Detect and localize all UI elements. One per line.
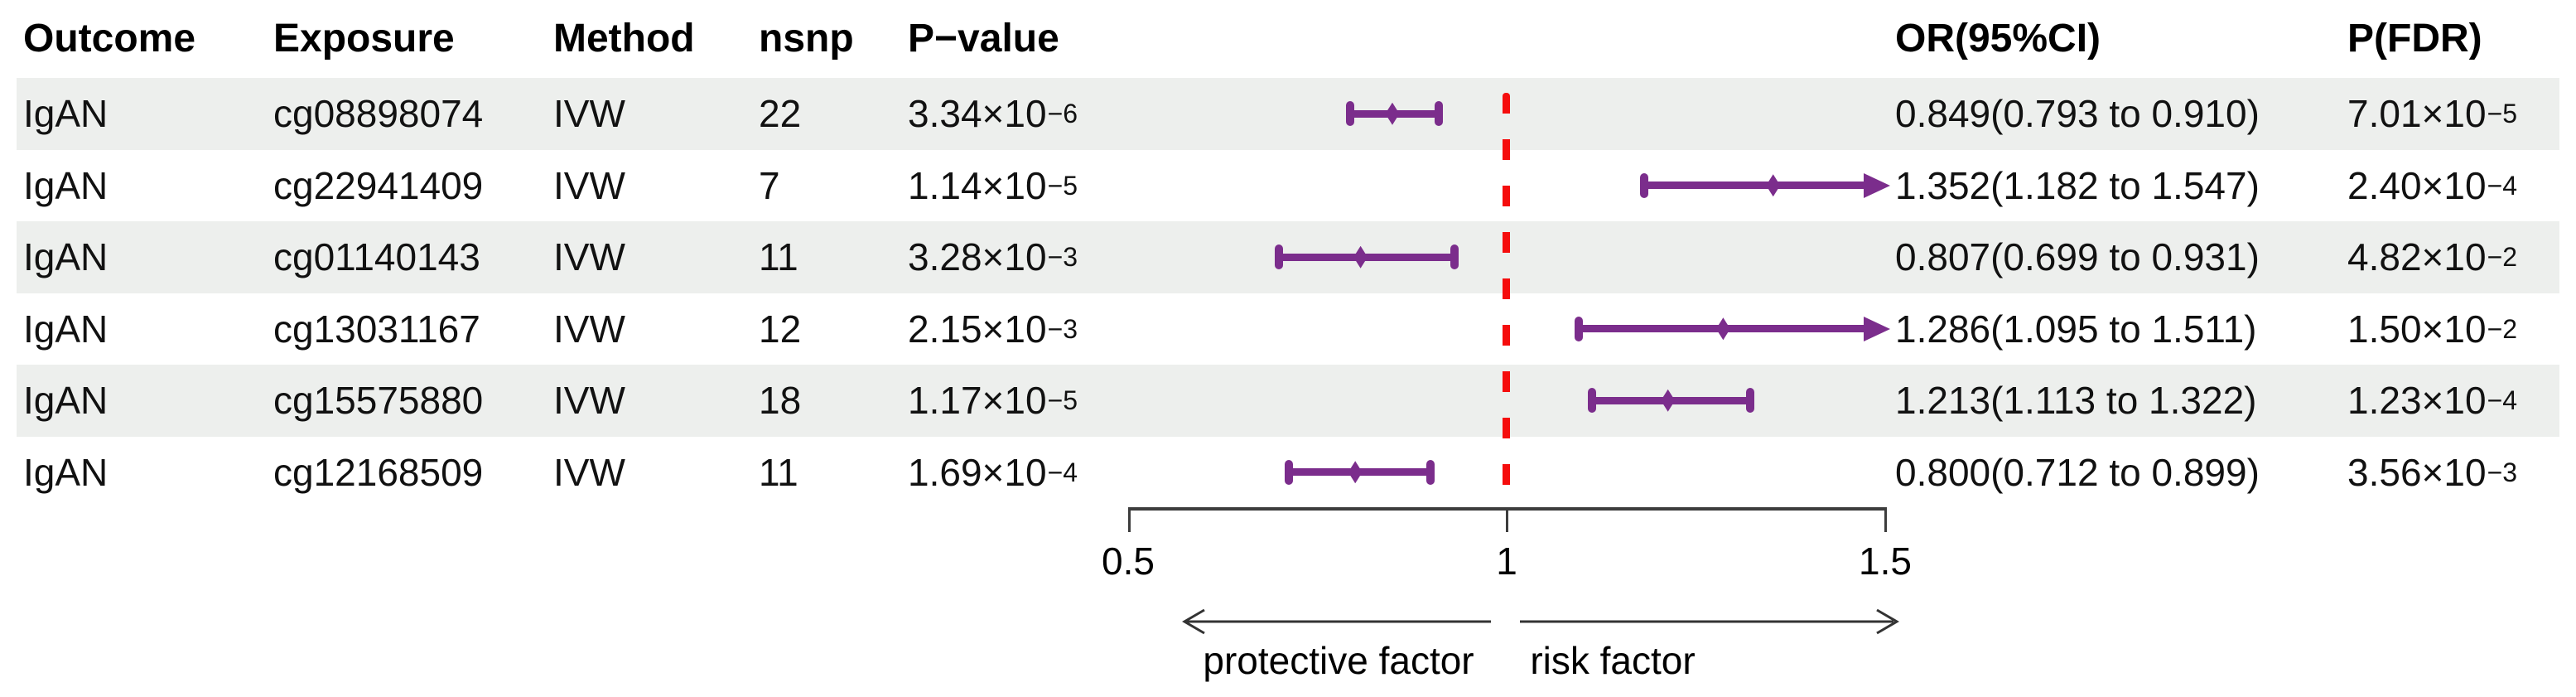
outcome-cell: IgAN xyxy=(23,379,109,423)
or-ci-cell: 1.352(1.182 to 1.547) xyxy=(1895,163,2260,207)
table-row: IgAN cg13031167 IVW 12 2.15×10 −3 1.286(1… xyxy=(17,293,2559,365)
pfdr-cell: 2.40×10 −4 xyxy=(2347,163,2518,207)
nsnp-cell: 11 xyxy=(759,235,798,279)
pfdr-base: 3.56×10 xyxy=(2347,450,2487,494)
column-header-or-ci: OR(95%CI) xyxy=(1895,16,2101,61)
pvalue-base: 1.17×10 xyxy=(908,379,1047,423)
pvalue-cell: 3.34×10 −6 xyxy=(908,92,1078,136)
table-row: IgAN cg12168509 IVW 11 1.69×10 −4 0.800(0… xyxy=(17,437,2559,509)
pvalue-base: 1.14×10 xyxy=(908,163,1047,207)
pvalue-cell: 2.15×10 −3 xyxy=(908,307,1078,351)
pvalue-cell: 1.14×10 −5 xyxy=(908,163,1078,207)
or-ci-cell: 0.849(0.793 to 0.910) xyxy=(1895,92,2260,136)
pvalue-base: 2.15×10 xyxy=(908,307,1047,351)
pvalue-cell: 3.28×10 −3 xyxy=(908,235,1078,279)
pfdr-cell: 7.01×10 −5 xyxy=(2347,92,2518,136)
protective-factor-label: protective factor xyxy=(1203,639,1474,682)
pfdr-cell: 1.23×10 −4 xyxy=(2347,379,2518,423)
outcome-cell: IgAN xyxy=(23,307,109,351)
column-header-pvalue: P−value xyxy=(908,16,1059,61)
nsnp-cell: 7 xyxy=(759,163,780,207)
risk-factor-label: risk factor xyxy=(1530,639,1696,682)
nsnp-cell: 18 xyxy=(759,379,802,423)
exposure-cell: cg08898074 xyxy=(273,92,484,136)
outcome-cell: IgAN xyxy=(23,92,109,136)
pfdr-base: 2.40×10 xyxy=(2347,163,2487,207)
method-cell: IVW xyxy=(553,307,625,351)
method-cell: IVW xyxy=(553,379,625,423)
column-header-outcome: Outcome xyxy=(23,16,196,61)
x-axis-tick-1.5 xyxy=(1884,509,1887,532)
outcome-cell: IgAN xyxy=(23,235,109,279)
table-row: IgAN cg01140143 IVW 11 3.28×10 −3 0.807(0… xyxy=(17,221,2559,293)
pvalue-cell: 1.17×10 −5 xyxy=(908,379,1078,423)
exposure-cell: cg15575880 xyxy=(273,379,484,423)
pfdr-cell: 3.56×10 −3 xyxy=(2347,450,2518,494)
x-axis-tick-label: 1 xyxy=(1496,540,1517,583)
method-cell: IVW xyxy=(553,92,625,136)
x-axis-tick-1 xyxy=(1506,509,1508,532)
nsnp-cell: 22 xyxy=(759,92,802,136)
nsnp-cell: 11 xyxy=(759,450,798,494)
or-ci-cell: 1.286(1.095 to 1.511) xyxy=(1895,307,2257,351)
pfdr-cell: 4.82×10 −2 xyxy=(2347,235,2518,279)
method-cell: IVW xyxy=(553,450,625,494)
outcome-cell: IgAN xyxy=(23,163,109,207)
x-axis-tick-label: 0.5 xyxy=(1102,540,1155,583)
column-header-exposure: Exposure xyxy=(273,16,455,61)
column-header-pfdr: P(FDR) xyxy=(2347,16,2482,61)
x-axis-tick-0.5 xyxy=(1128,509,1131,532)
exposure-cell: cg12168509 xyxy=(273,450,484,494)
pfdr-base: 4.82×10 xyxy=(2347,235,2487,279)
pfdr-base: 1.50×10 xyxy=(2347,307,2487,351)
method-cell: IVW xyxy=(553,235,625,279)
pvalue-base: 3.34×10 xyxy=(908,92,1047,136)
pfdr-base: 1.23×10 xyxy=(2347,379,2487,423)
pvalue-base: 1.69×10 xyxy=(908,450,1047,494)
exposure-cell: cg22941409 xyxy=(273,163,484,207)
direction-arrows-icon xyxy=(1182,608,1899,635)
pfdr-base: 7.01×10 xyxy=(2347,92,2487,136)
x-axis-tick-label: 1.5 xyxy=(1859,540,1912,583)
exposure-cell: cg01140143 xyxy=(273,235,480,279)
or-ci-cell: 0.800(0.712 to 0.899) xyxy=(1895,450,2260,494)
or-ci-cell: 0.807(0.699 to 0.931) xyxy=(1895,235,2260,279)
table-row: IgAN cg15575880 IVW 18 1.17×10 −5 1.213(1… xyxy=(17,365,2559,437)
pvalue-cell: 1.69×10 −4 xyxy=(908,450,1078,494)
exposure-cell: cg13031167 xyxy=(273,307,480,351)
pfdr-cell: 1.50×10 −2 xyxy=(2347,307,2518,351)
column-header-nsnp: nsnp xyxy=(759,16,854,61)
outcome-cell: IgAN xyxy=(23,450,109,494)
method-cell: IVW xyxy=(553,163,625,207)
pvalue-base: 3.28×10 xyxy=(908,235,1047,279)
table-row: IgAN cg22941409 IVW 7 1.14×10 −5 1.352(1.… xyxy=(17,150,2559,222)
table-row: IgAN cg08898074 IVW 22 3.34×10 −6 0.849(0… xyxy=(17,78,2559,150)
nsnp-cell: 12 xyxy=(759,307,802,351)
or-ci-cell: 1.213(1.113 to 1.322) xyxy=(1895,379,2257,423)
column-header-method: Method xyxy=(553,16,695,61)
table-body: IgAN cg08898074 IVW 22 3.34×10 −6 0.849(0… xyxy=(17,78,2559,508)
